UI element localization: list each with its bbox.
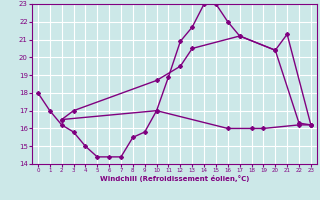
X-axis label: Windchill (Refroidissement éolien,°C): Windchill (Refroidissement éolien,°C) xyxy=(100,175,249,182)
